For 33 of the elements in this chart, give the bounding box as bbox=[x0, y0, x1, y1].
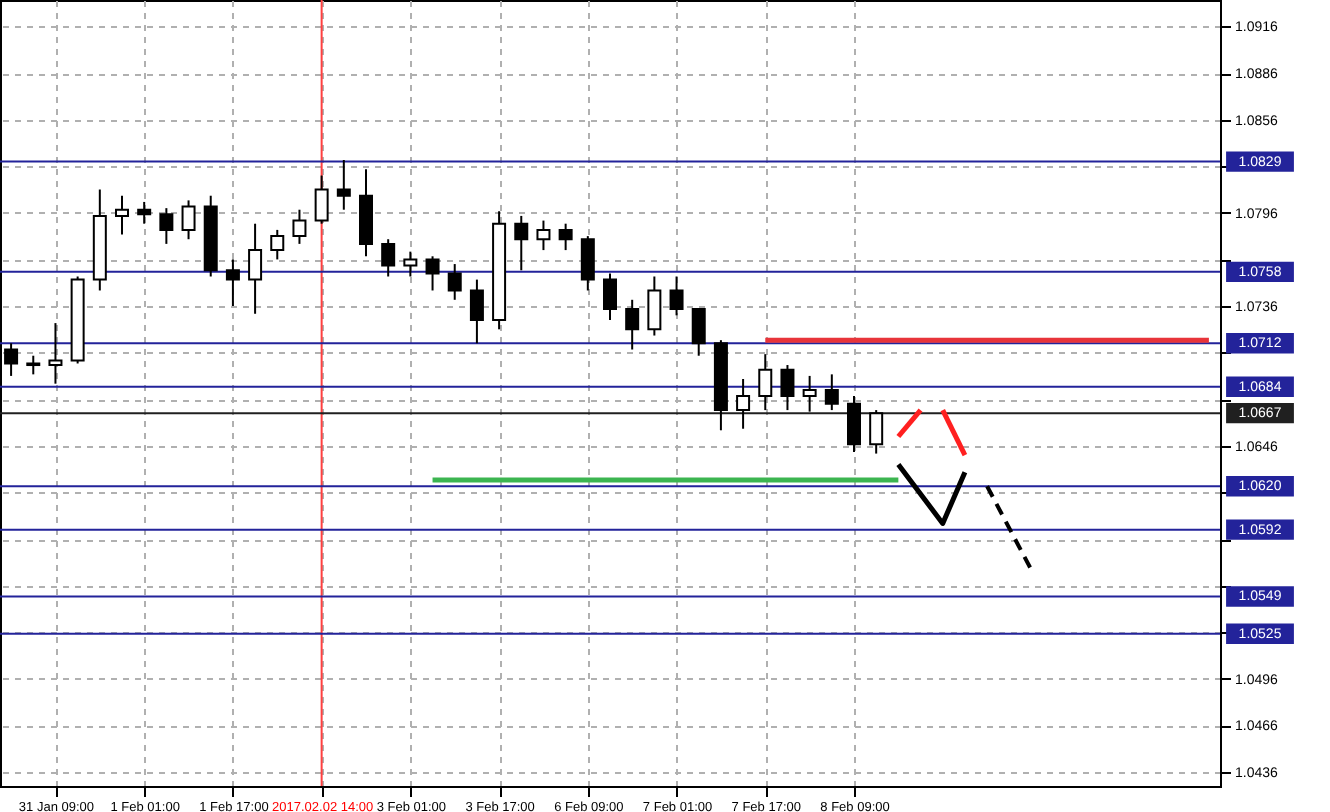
candlestick bbox=[381, 238, 396, 278]
candlestick bbox=[115, 194, 129, 236]
candlestick bbox=[292, 208, 307, 245]
candlestick bbox=[736, 378, 751, 430]
candlestick bbox=[580, 235, 595, 292]
candlestick bbox=[603, 272, 617, 321]
candlestick bbox=[625, 298, 640, 351]
candlestick bbox=[403, 250, 418, 278]
candlestick bbox=[514, 214, 529, 272]
candlestick bbox=[758, 353, 773, 412]
candlestick bbox=[824, 373, 839, 412]
candlestick bbox=[847, 395, 861, 454]
candlestick bbox=[469, 278, 484, 345]
candlestick bbox=[669, 275, 684, 317]
candlestick bbox=[314, 174, 329, 225]
candlestick bbox=[270, 228, 285, 261]
candlestick bbox=[225, 258, 240, 308]
candlestick bbox=[181, 199, 196, 241]
candlestick bbox=[336, 159, 351, 211]
candlestick bbox=[26, 354, 41, 376]
candlestick bbox=[137, 200, 152, 225]
candlestick bbox=[691, 308, 706, 357]
candlestick bbox=[248, 222, 263, 315]
candlestick bbox=[647, 275, 662, 337]
candlestick bbox=[536, 219, 551, 252]
candlestick bbox=[780, 364, 795, 412]
candlestick bbox=[425, 255, 440, 292]
candlestick bbox=[558, 222, 573, 252]
candlestick bbox=[48, 322, 63, 385]
candlestick bbox=[447, 263, 462, 301]
candlestick bbox=[802, 374, 817, 413]
candlestick bbox=[159, 207, 174, 245]
candlestick bbox=[869, 409, 884, 455]
